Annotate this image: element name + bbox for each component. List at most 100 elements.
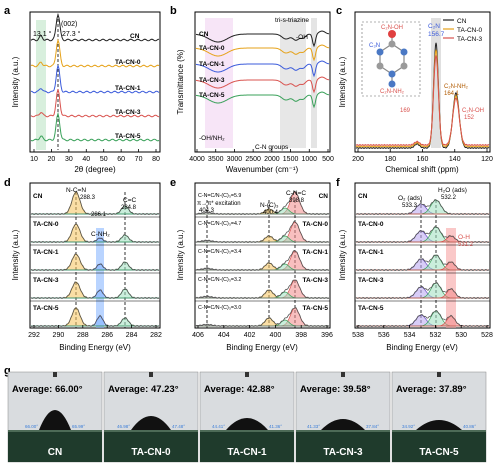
ratio-label: C-N=C/N-(C)₃=3.2 <box>198 277 241 283</box>
series-label-b-ta-cn-0: TA-CN-0 <box>199 45 225 52</box>
ratio-label: C-N=C/N-(C)₃=3.4 <box>198 249 241 255</box>
panel-g: g Average: 66.00°66.00° 65.99°CNAverage: … <box>4 365 487 463</box>
row-labels-f: CN TA-CN-0 TA-CN-1 TA-CN-3 TA-CN-5 <box>358 193 384 312</box>
substrate <box>296 432 390 462</box>
annot-o-h: O-H <box>458 234 470 241</box>
annot-triazine: tri-s-triazine <box>275 17 309 24</box>
nmr-curve-cn <box>355 42 490 149</box>
xlabel-d: Binding Energy (eV) <box>59 343 131 352</box>
xps-envelope <box>30 307 160 328</box>
axes-frame-d <box>29 182 161 329</box>
droplet-panel-1: Average: 47.23° 46.98° 47.48° TA-CN-0 <box>103 371 199 463</box>
x-tick-label: 530 <box>455 332 467 339</box>
n1s-peaks <box>195 190 330 328</box>
x-tick-label: 3000 <box>227 156 243 163</box>
axes-frame-e <box>194 182 331 329</box>
xps-envelope <box>195 249 330 272</box>
row-label: TA-CN-3 <box>33 277 59 284</box>
x-tick-label: 40 <box>82 156 90 163</box>
row-label: CN <box>358 193 368 200</box>
xps-envelope <box>355 254 490 272</box>
legend-c-ta-cn-0: TA-CN-0 <box>457 27 483 34</box>
row-label: TA-CN-1 <box>33 249 59 256</box>
x-tick-label: 528 <box>481 332 493 339</box>
atom-c <box>388 40 396 48</box>
average-angle: Average: 37.89° <box>396 384 467 395</box>
row-label: TA-CN-5 <box>302 305 328 312</box>
annot-002: (002) <box>61 21 77 28</box>
panel-d: d CN TA-CN-0 TA-CN-1 TA-CN-3 TA-CN-5 N-C=N 2… <box>4 177 162 352</box>
mol-label-c3n: C₃N <box>369 43 380 49</box>
x-tick-label: 536 <box>378 332 390 339</box>
x-tick-label: 20 <box>48 156 56 163</box>
row-label: TA-CN-0 <box>33 221 59 228</box>
ftir-curve-ta-cn-5 <box>195 91 330 109</box>
annot-13-1: 13.1 ° <box>33 30 52 38</box>
ylabel-d: Intensity (a.u.) <box>11 229 20 280</box>
x-tick-label: 4000 <box>189 156 205 163</box>
x-tick-labels-a: 10 20 30 40 50 60 70 80 <box>30 149 160 163</box>
right-angle: 37.84° <box>366 424 379 429</box>
x-tick-label: 30 <box>65 156 73 163</box>
x-tick-label: 50 <box>100 156 108 163</box>
highlight-c-nh2 <box>96 228 104 328</box>
droplet <box>321 419 365 430</box>
atom-c <box>376 62 384 70</box>
xps-peak <box>356 286 489 299</box>
droplet <box>131 416 171 430</box>
x-tick-labels-f: 538 536 534 532 530 528 <box>352 325 493 339</box>
series-label-ta-cn-0: TA-CN-0 <box>115 59 141 66</box>
xlabel-a: 2θ (degree) <box>74 165 116 174</box>
x-tick-label: 180 <box>384 156 396 163</box>
left-angle: 41.33° <box>307 424 320 429</box>
baseline <box>296 430 390 432</box>
xps-envelope <box>30 191 160 216</box>
mol-label-c2n-oh: C₂N-OH <box>381 25 403 31</box>
x-tick-label: 500 <box>322 156 334 163</box>
x-tick-label: 140 <box>449 156 461 163</box>
xps-peak <box>356 314 489 327</box>
series-label-ta-cn-1: TA-CN-1 <box>115 85 141 92</box>
needle-tip <box>341 372 345 377</box>
axes-frame-f <box>354 182 491 329</box>
x-tick-label: 288 <box>77 332 89 339</box>
xps-peak <box>31 263 159 271</box>
row-label: TA-CN-0 <box>302 221 328 228</box>
xrd-curve-ta-cn-0 <box>30 38 160 68</box>
xlabel-f: Binding Energy (eV) <box>386 343 458 352</box>
legend-c: CN TA-CN-0 TA-CN-3 <box>443 18 483 43</box>
row-label: TA-CN-5 <box>33 305 59 312</box>
axes-frame-b <box>194 11 331 153</box>
right-angle: 40.86° <box>463 424 476 429</box>
xps-peak <box>356 258 489 271</box>
sample-label: CN <box>48 447 62 458</box>
panel-c: c C₂N-OH C₃N C₂N-NH₂ C₂N <box>336 5 493 174</box>
series-label-ta-cn-3: TA-CN-3 <box>115 109 141 116</box>
x-tick-label: 3500 <box>208 156 224 163</box>
ratio-labels-e: C-N=C/N-(C)₃=5.9 C-N=C/N-(C)₃=4.7 C-N=C/N-… <box>198 193 241 311</box>
x-tick-label: 404 <box>218 332 230 339</box>
atom-n <box>376 48 384 56</box>
x-tick-labels-e: 406 404 402 400 398 396 <box>192 325 333 339</box>
ylabel-a: Intensity (a.u.) <box>11 56 20 107</box>
substrate <box>200 432 294 462</box>
ylabel-e: Intensity (a.u.) <box>176 229 185 280</box>
panel-letter-e: e <box>170 177 176 189</box>
o1s-peaks <box>355 199 490 328</box>
right-angle: 65.99° <box>72 424 85 429</box>
ftir-curve-ta-cn-0 <box>195 44 330 62</box>
x-tick-label: 1000 <box>301 156 317 163</box>
atom-n <box>400 48 408 56</box>
ftir-curve-ta-cn-3 <box>195 76 330 94</box>
panel-letter-a: a <box>4 5 11 17</box>
annot-533-3: 533.3 <box>402 203 418 209</box>
x-tick-label: 538 <box>352 332 364 339</box>
substrate <box>104 432 198 462</box>
left-angle: 46.98° <box>117 424 130 429</box>
xrd-curve-ta-cn-3 <box>30 89 160 118</box>
x-tick-label: 406 <box>192 332 204 339</box>
droplet <box>226 418 268 430</box>
inset-frame <box>361 21 421 97</box>
annot-n-c3: N-(C)₃ <box>260 202 279 209</box>
xlabel-e: Binding Energy (eV) <box>226 343 298 352</box>
